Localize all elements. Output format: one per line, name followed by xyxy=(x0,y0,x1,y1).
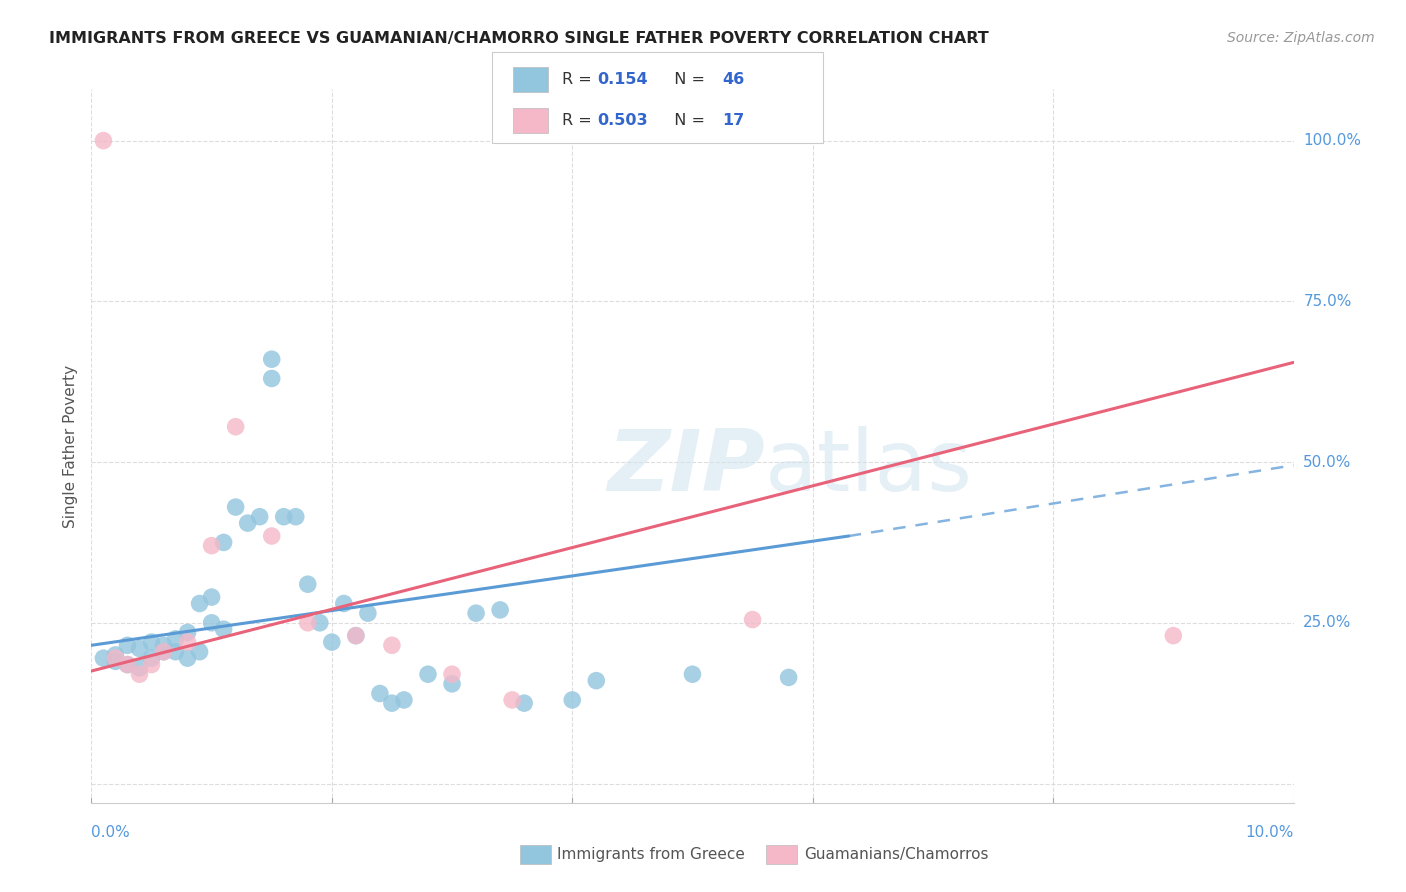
Point xyxy=(249,509,271,524)
Text: IMMIGRANTS FROM GREECE VS GUAMANIAN/CHAMORRO SINGLE FATHER POVERTY CORRELATION C: IMMIGRANTS FROM GREECE VS GUAMANIAN/CHAM… xyxy=(49,31,988,46)
Point xyxy=(212,622,235,636)
Point xyxy=(93,651,115,665)
Point xyxy=(308,615,330,630)
Text: R =: R = xyxy=(562,112,598,128)
Point xyxy=(225,419,247,434)
Text: 75.0%: 75.0% xyxy=(1303,293,1351,309)
Point xyxy=(152,645,174,659)
Point xyxy=(440,667,463,681)
Point xyxy=(104,651,127,665)
Point xyxy=(273,509,295,524)
Point xyxy=(344,629,367,643)
Point xyxy=(260,529,283,543)
Point xyxy=(93,134,115,148)
Point xyxy=(368,686,391,700)
Point xyxy=(741,613,763,627)
Point xyxy=(778,670,800,684)
Point xyxy=(236,516,259,530)
Point xyxy=(117,657,139,672)
Point xyxy=(117,638,139,652)
Point xyxy=(188,597,211,611)
Point xyxy=(141,651,163,665)
Point xyxy=(128,641,150,656)
Point xyxy=(225,500,247,514)
Point xyxy=(104,654,127,668)
Text: 0.0%: 0.0% xyxy=(91,825,131,840)
Text: 46: 46 xyxy=(723,71,745,87)
Point xyxy=(357,606,380,620)
Point xyxy=(501,693,523,707)
Point xyxy=(381,696,404,710)
Text: 50.0%: 50.0% xyxy=(1303,455,1351,469)
Point xyxy=(128,667,150,681)
Point xyxy=(260,371,283,385)
Text: 25.0%: 25.0% xyxy=(1303,615,1351,631)
Point xyxy=(165,632,187,646)
Point xyxy=(117,657,139,672)
Point xyxy=(297,577,319,591)
Point xyxy=(176,635,198,649)
Point xyxy=(392,693,415,707)
Text: atlas: atlas xyxy=(765,425,973,509)
Point xyxy=(344,629,367,643)
Point xyxy=(212,535,235,549)
Text: 17: 17 xyxy=(723,112,745,128)
Point xyxy=(260,352,283,367)
Point xyxy=(128,661,150,675)
Text: ZIP: ZIP xyxy=(607,425,765,509)
Text: Guamanians/Chamorros: Guamanians/Chamorros xyxy=(804,847,988,862)
Point xyxy=(152,638,174,652)
Point xyxy=(152,645,174,659)
Text: Source: ZipAtlas.com: Source: ZipAtlas.com xyxy=(1227,31,1375,45)
Point xyxy=(513,696,536,710)
Point xyxy=(176,625,198,640)
Point xyxy=(297,615,319,630)
Y-axis label: Single Father Poverty: Single Father Poverty xyxy=(62,365,77,527)
Text: N =: N = xyxy=(664,71,710,87)
Text: N =: N = xyxy=(664,112,710,128)
Point xyxy=(465,606,488,620)
Text: 0.503: 0.503 xyxy=(598,112,648,128)
Text: 10.0%: 10.0% xyxy=(1246,825,1294,840)
Point xyxy=(201,539,224,553)
Point xyxy=(489,603,512,617)
Point xyxy=(585,673,607,688)
Point xyxy=(104,648,127,662)
Point xyxy=(381,638,404,652)
Point xyxy=(681,667,703,681)
Text: Immigrants from Greece: Immigrants from Greece xyxy=(557,847,745,862)
Point xyxy=(188,645,211,659)
Point xyxy=(321,635,343,649)
Point xyxy=(176,651,198,665)
Point xyxy=(201,590,224,604)
Point xyxy=(561,693,583,707)
Point xyxy=(141,635,163,649)
Point xyxy=(165,645,187,659)
Text: R =: R = xyxy=(562,71,598,87)
Text: 0.154: 0.154 xyxy=(598,71,648,87)
Text: 100.0%: 100.0% xyxy=(1303,133,1361,148)
Point xyxy=(201,615,224,630)
Point xyxy=(416,667,439,681)
Point xyxy=(284,509,307,524)
Point xyxy=(141,657,163,672)
Point xyxy=(440,677,463,691)
Point xyxy=(333,597,356,611)
Point xyxy=(1161,629,1184,643)
